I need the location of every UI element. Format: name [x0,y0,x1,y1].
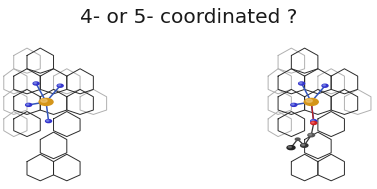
Circle shape [312,122,314,123]
Circle shape [33,82,39,85]
Circle shape [295,138,300,140]
Circle shape [300,82,302,84]
Circle shape [39,98,53,105]
Circle shape [311,122,317,125]
Circle shape [312,120,314,121]
Circle shape [26,104,29,105]
Circle shape [46,120,49,121]
Circle shape [308,133,314,137]
Circle shape [299,82,305,85]
Circle shape [46,120,52,123]
Circle shape [34,82,37,84]
Circle shape [288,146,291,148]
Circle shape [322,84,328,87]
Circle shape [41,99,47,102]
Text: 4- or 5- coordinated ?: 4- or 5- coordinated ? [80,8,297,27]
Circle shape [311,120,317,123]
Circle shape [300,144,308,147]
Circle shape [306,99,312,102]
Circle shape [26,103,32,106]
Circle shape [57,84,63,87]
Circle shape [292,104,294,105]
Circle shape [287,146,295,150]
Circle shape [323,85,325,86]
Circle shape [304,98,318,105]
Circle shape [309,134,311,135]
Circle shape [58,85,60,86]
Circle shape [302,144,305,146]
Circle shape [291,103,297,106]
